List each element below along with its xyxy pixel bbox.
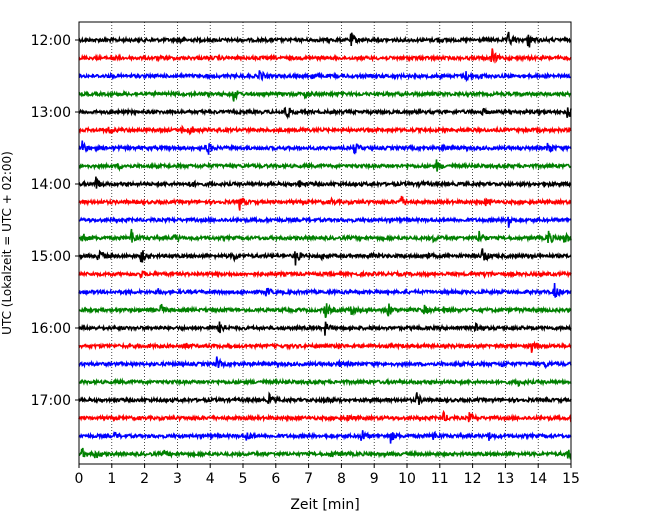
seismic-traces (78, 31, 572, 461)
x-tick-label: 3 (173, 471, 182, 487)
trace-1730 (78, 430, 572, 444)
y-tick-label: 16:00 (31, 321, 71, 337)
x-tick-label: 9 (370, 471, 379, 487)
x-tick-label: 0 (75, 471, 84, 487)
trace-1300 (78, 106, 572, 120)
y-tick-label: 12:00 (31, 33, 71, 49)
trace-1630 (78, 356, 572, 370)
y-tick-label: 17:00 (31, 393, 71, 409)
trace-1615 (78, 340, 572, 353)
y-axis-ticks: 12:00 13:00 14:00 15:00 16:00 17:00 (31, 33, 79, 409)
trace-1600 (78, 321, 572, 336)
trace-1345 (78, 159, 572, 172)
x-tick-label: 8 (337, 471, 346, 487)
y-axis-label: UTC (Lokalzeit = UTC + 02:00) (0, 151, 14, 335)
trace-1700 (78, 391, 572, 406)
y-tick-label: 15:00 (31, 249, 71, 265)
trace-1200 (78, 31, 572, 48)
x-tick-label: 11 (431, 471, 449, 487)
x-tick-label: 2 (140, 471, 149, 487)
trace-1230 (78, 70, 572, 83)
x-axis-label: Zeit [min] (290, 497, 359, 513)
trace-1545 (78, 303, 572, 318)
trace-1515 (78, 269, 572, 280)
trace-1415 (78, 195, 572, 211)
y-tick-label: 13:00 (31, 105, 71, 121)
x-tick-label: 7 (304, 471, 313, 487)
trace-1745 (78, 447, 572, 461)
y-tick-label: 14:00 (31, 177, 71, 193)
trace-1245 (78, 89, 572, 102)
trace-1400 (78, 176, 572, 189)
x-tick-label: 10 (398, 471, 416, 487)
x-tick-label: 15 (562, 471, 580, 487)
x-axis-ticks: 0 1 2 3 4 5 6 7 8 9 10 11 12 13 14 15 (75, 464, 580, 487)
x-tick-label: 6 (271, 471, 280, 487)
x-tick-label: 4 (206, 471, 215, 487)
x-tick-label: 13 (496, 471, 514, 487)
trace-1445 (78, 228, 572, 244)
trace-1715 (78, 409, 572, 423)
trace-1500 (78, 248, 572, 266)
trace-1645 (78, 377, 572, 388)
x-tick-label: 14 (529, 471, 547, 487)
plot-frame (78, 21, 572, 465)
trace-1430 (78, 215, 572, 228)
x-tick-label: 1 (107, 471, 116, 487)
x-tick-label: 5 (239, 471, 248, 487)
trace-1315 (78, 124, 572, 136)
trace-1530 (78, 283, 572, 298)
x-tick-label: 12 (464, 471, 482, 487)
trace-1330 (78, 140, 572, 155)
trace-1215 (78, 48, 572, 64)
